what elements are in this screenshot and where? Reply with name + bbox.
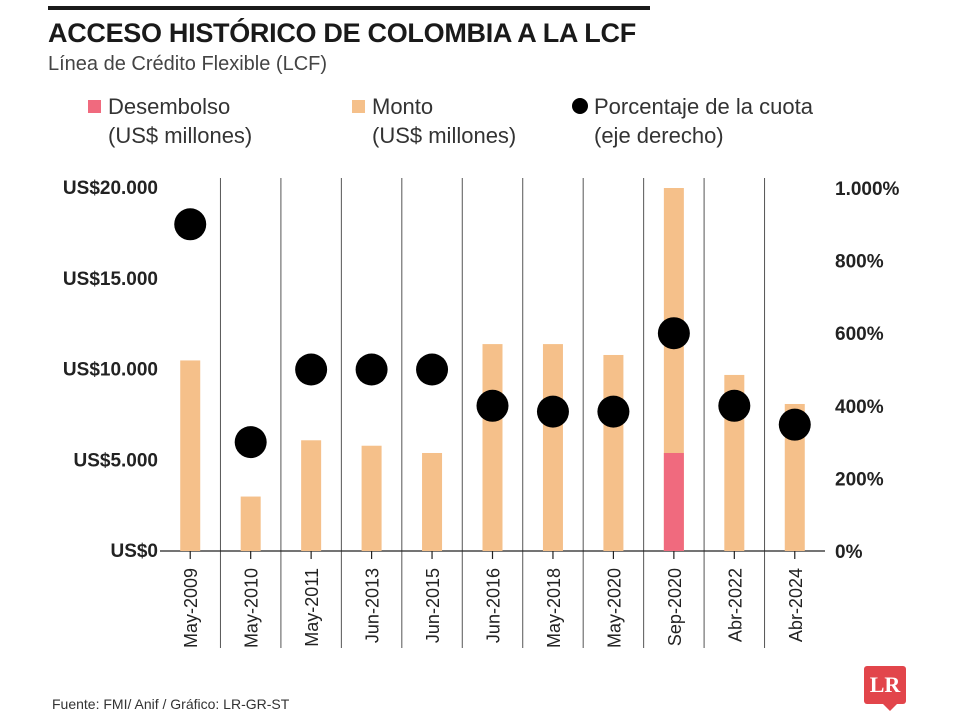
legend-label: Monto [372, 94, 434, 119]
legend-label: Desembolso [108, 94, 231, 119]
x-category-label: May-2011 [302, 568, 322, 647]
y-left-tick-label: US$20.000 [63, 178, 158, 199]
y-right-tick-label: 0% [835, 542, 863, 563]
x-category-label: Jun-2016 [484, 568, 504, 643]
y-right-tick-label: 1.000% [835, 179, 900, 200]
chart-subtitle: Línea de Crédito Flexible (LCF) [48, 53, 328, 75]
point-porcentaje [718, 389, 751, 422]
x-category-label: Abr-2022 [725, 568, 745, 642]
bar-monto [361, 445, 382, 551]
x-category-label: May-2020 [604, 568, 624, 648]
legend-item-monto: Monto (US$ millones) [372, 92, 516, 150]
point-porcentaje [778, 408, 811, 441]
chart-title: ACCESO HISTÓRICO DE COLOMBIA A LA LCF [48, 18, 636, 48]
legend-sublabel: (US$ millones) [108, 123, 253, 148]
x-category-label: May-2009 [181, 568, 201, 648]
point-porcentaje [657, 317, 690, 350]
point-porcentaje [476, 389, 509, 422]
bar-monto [482, 344, 503, 551]
point-porcentaje [174, 208, 207, 241]
bar-monto [240, 496, 261, 551]
point-porcentaje [295, 353, 328, 386]
source-note: Fuente: FMI/ Anif / Gráfico: LR-GR-ST [52, 696, 290, 712]
point-porcentaje [597, 395, 630, 428]
point-porcentaje [536, 395, 569, 428]
legend-swatch-monto [352, 100, 365, 113]
legend-label: Porcentaje de la cuota [594, 94, 813, 119]
point-porcentaje [416, 353, 449, 386]
point-porcentaje [234, 426, 267, 459]
legend-item-desembolso: Desembolso (US$ millones) [108, 92, 252, 150]
bar-monto [422, 452, 443, 551]
x-category-label: May-2010 [242, 568, 262, 648]
x-category-label: May-2018 [544, 568, 564, 648]
y-right-tick-label: 600% [835, 324, 884, 345]
bar-monto [542, 344, 563, 551]
y-right-tick-label: 200% [835, 469, 884, 490]
lr-logo: LR [864, 666, 906, 704]
bar-monto [180, 360, 201, 551]
x-category-label: Abr-2024 [786, 568, 806, 642]
y-left-tick-label: US$0 [110, 541, 158, 562]
y-left-tick-label: US$5.000 [73, 450, 158, 471]
legend-sublabel: (US$ millones) [372, 123, 517, 148]
y-right-tick-label: 800% [835, 252, 884, 273]
bar-monto [784, 403, 805, 551]
x-category-label: Sep-2020 [665, 568, 685, 646]
y-left-tick-label: US$15.000 [63, 269, 158, 290]
legend-swatch-porcentaje [572, 98, 588, 114]
x-category-label: Jun-2013 [363, 568, 383, 643]
legend-sublabel: (eje derecho) [594, 123, 724, 148]
bar-monto [301, 440, 322, 551]
y-left-tick-label: US$10.000 [63, 360, 158, 381]
point-porcentaje [355, 353, 388, 386]
y-right-tick-label: 400% [835, 397, 884, 418]
legend-swatch-desembolso [88, 100, 101, 113]
bar-desembolso [663, 452, 684, 551]
logo-tail-shape [882, 703, 898, 711]
top-rule [48, 6, 650, 10]
x-category-label: Jun-2015 [423, 568, 443, 643]
bar-monto [603, 354, 624, 551]
legend-item-porcentaje: Porcentaje de la cuota (eje derecho) [594, 92, 813, 150]
